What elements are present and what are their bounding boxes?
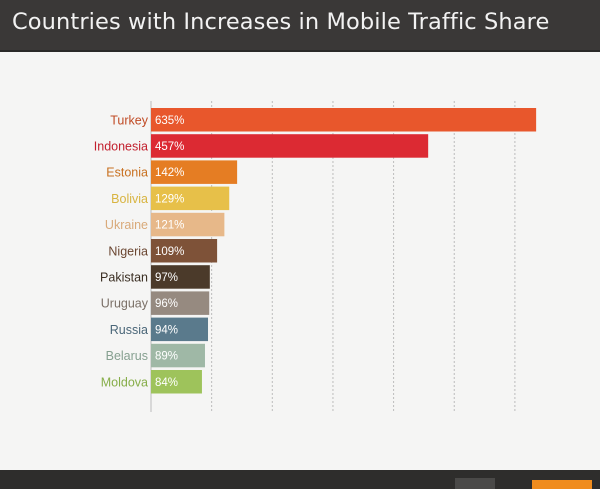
category-label-russia: Russia [110, 323, 148, 337]
value-label-ukraine: 121% [155, 220, 184, 232]
value-label-indonesia: 457% [155, 141, 184, 153]
header-bar: Countries with Increases in Mobile Traff… [0, 0, 600, 52]
category-label-belarus: Belarus [106, 349, 148, 363]
footer-logo-mark [455, 478, 495, 489]
category-label-bolivia: Bolivia [111, 192, 148, 206]
category-label-estonia: Estonia [106, 166, 148, 180]
bar-turkey [151, 108, 537, 132]
bar-chart: Turkey 635% Indonesia 457% Estonia 142% Bolivi… [94, 101, 537, 412]
value-label-uruguay: 96% [155, 298, 178, 310]
category-label-pakistan: Pakistan [100, 270, 148, 284]
value-label-turkey: 635% [155, 115, 184, 127]
bar-bolivia [151, 186, 230, 211]
bar-pakistan [151, 265, 210, 289]
category-label-indonesia: Indonesia [94, 139, 148, 153]
bar-nigeria [151, 239, 218, 263]
bar-russia [151, 317, 209, 342]
value-label-russia: 94% [155, 324, 178, 336]
value-label-estonia: 142% [155, 167, 184, 179]
chart-area: Turkey 635% Indonesia 457% Estonia 142% Bolivi… [0, 52, 600, 470]
value-label-bolivia: 129% [155, 193, 184, 205]
bar-indonesia [151, 134, 429, 158]
category-label-ukraine: Ukraine [105, 218, 148, 232]
bar-uruguay [151, 291, 210, 315]
value-label-moldova: 84% [155, 377, 178, 389]
footer-bar [0, 470, 600, 489]
bar-estonia [151, 160, 238, 184]
category-label-turkey: Turkey [110, 113, 148, 127]
page-title: Countries with Increases in Mobile Traff… [12, 9, 550, 35]
bars: Turkey 635% Indonesia 457% Estonia 142% Bolivi… [94, 108, 537, 394]
value-label-belarus: 89% [155, 351, 178, 363]
bar-ukraine [151, 212, 225, 237]
value-label-nigeria: 109% [155, 246, 184, 258]
footer-accent-badge [532, 480, 592, 489]
bar-moldova [151, 370, 202, 394]
value-label-pakistan: 97% [155, 272, 178, 284]
category-label-moldova: Moldova [101, 375, 148, 389]
bar-belarus [151, 343, 205, 368]
category-label-nigeria: Nigeria [108, 244, 148, 258]
category-label-uruguay: Uruguay [101, 297, 149, 311]
